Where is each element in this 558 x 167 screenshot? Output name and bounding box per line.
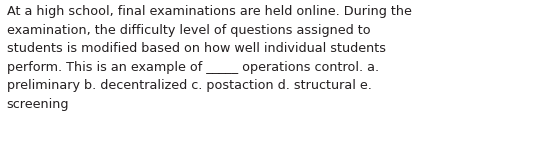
Text: At a high school, final examinations are held online. During the
examination, th: At a high school, final examinations are… xyxy=(7,5,412,111)
